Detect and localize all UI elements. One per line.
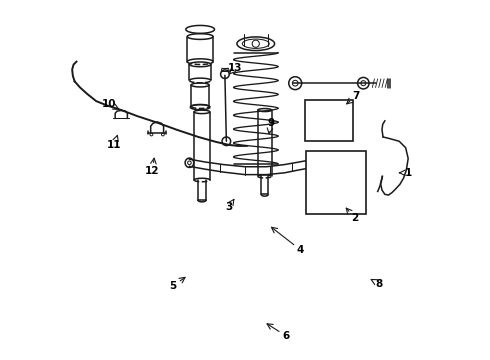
Text: 1: 1 [405,168,412,178]
Text: 9: 9 [267,118,274,128]
Text: 8: 8 [376,279,383,289]
Text: 4: 4 [297,245,304,255]
Text: 10: 10 [101,99,116,109]
Text: 13: 13 [228,63,242,73]
Text: 5: 5 [170,281,177,291]
Text: 7: 7 [352,91,360,101]
Text: 12: 12 [145,166,160,176]
Text: 11: 11 [107,140,122,150]
Bar [305,100,353,140]
Text: 3: 3 [225,202,232,212]
Text: 6: 6 [283,331,290,341]
Bar [306,151,366,214]
Text: 2: 2 [351,213,358,222]
